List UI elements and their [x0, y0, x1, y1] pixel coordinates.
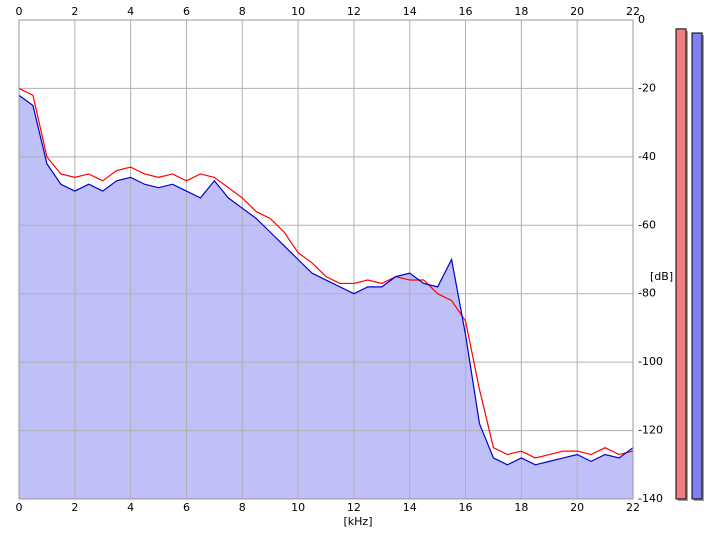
x-tick-label: 2 — [71, 501, 78, 514]
plot-area — [18, 19, 634, 500]
y-tick-label: -120 — [638, 424, 663, 437]
spectrum-line — [18, 94, 634, 466]
spectrum-area — [19, 95, 633, 500]
spectrum-line — [18, 87, 634, 459]
x-tick-label: 10 — [291, 5, 305, 18]
x-tick-label: 18 — [514, 501, 528, 514]
x-tick-label: 2 — [71, 5, 78, 18]
x-tick-label: 20 — [570, 501, 584, 514]
x-tick-label: 14 — [403, 5, 417, 18]
x-tick-label: 8 — [239, 501, 246, 514]
x-tick-label: 0 — [16, 501, 23, 514]
y-axis-label: [dB] — [650, 270, 673, 283]
x-tick-label: 0 — [16, 5, 23, 18]
x-tick-label: 10 — [291, 501, 305, 514]
x-tick-label: 8 — [239, 5, 246, 18]
x-tick-label: 12 — [347, 501, 361, 514]
x-tick-label: 16 — [459, 5, 473, 18]
level-meter — [691, 32, 703, 500]
x-axis-label: [kHz] — [344, 515, 373, 528]
y-tick-label: -40 — [638, 150, 656, 163]
y-tick-label: -60 — [638, 218, 656, 231]
y-tick-label: -100 — [638, 355, 663, 368]
x-tick-label: 4 — [127, 501, 134, 514]
x-tick-label: 22 — [626, 5, 640, 18]
x-tick-label: 22 — [626, 501, 640, 514]
x-tick-label: 4 — [127, 5, 134, 18]
level-meter — [675, 28, 687, 500]
x-tick-label: 6 — [183, 501, 190, 514]
y-tick-label: -20 — [638, 81, 656, 94]
x-tick-label: 20 — [570, 5, 584, 18]
x-tick-label: 12 — [347, 5, 361, 18]
x-tick-label: 18 — [514, 5, 528, 18]
x-tick-label: 6 — [183, 5, 190, 18]
y-tick-label: 0 — [638, 13, 645, 26]
x-tick-label: 14 — [403, 501, 417, 514]
y-tick-label: -80 — [638, 287, 656, 300]
y-tick-label: -140 — [638, 492, 663, 505]
x-tick-label: 16 — [459, 501, 473, 514]
